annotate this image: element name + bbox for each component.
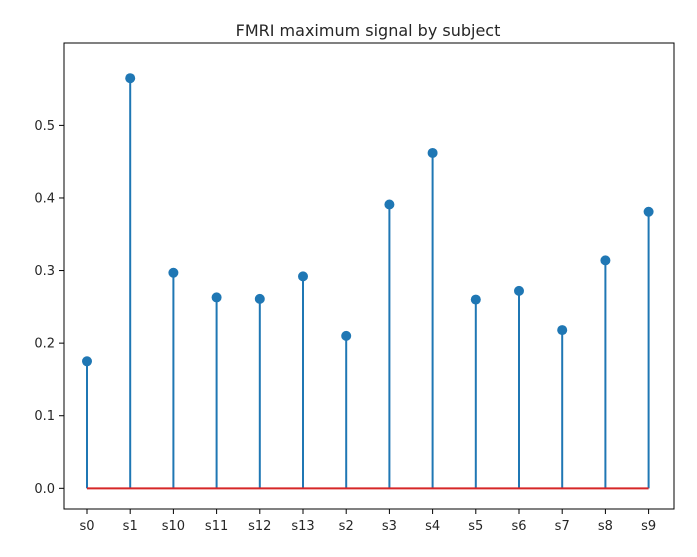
stem-marker — [600, 255, 611, 266]
x-tick-label: s13 — [291, 519, 314, 534]
stem-marker — [254, 293, 265, 304]
stem-marker — [168, 267, 179, 278]
x-axis: s0 s1 s10 s11 s12 s13 s2 s3 s4 s5 s6 s7 s8 s9 — [79, 509, 656, 534]
stem-marker — [298, 271, 308, 282]
stem-marker — [211, 292, 222, 303]
plot-area-frame — [63, 42, 675, 510]
y-tick-label: 0.2 — [34, 337, 55, 352]
stem-marker — [557, 325, 568, 336]
y-tick-label: 0.0 — [34, 482, 55, 497]
stem-marker — [427, 147, 438, 158]
x-tick-label: s11 — [205, 519, 228, 534]
x-tick-label: s3 — [382, 519, 397, 534]
x-tick-label: s1 — [123, 519, 138, 534]
x-tick-label: s0 — [79, 519, 94, 534]
x-tick-label: s8 — [598, 519, 613, 534]
x-tick-label: s4 — [425, 519, 440, 534]
y-tick-label: 0.5 — [34, 119, 55, 134]
x-tick-label: s7 — [555, 519, 570, 534]
stem-marker — [470, 294, 481, 305]
stem-marker — [125, 73, 136, 84]
x-tick-label: s9 — [641, 519, 656, 534]
y-tick-label: 0.4 — [34, 191, 55, 206]
stem-marker — [514, 285, 524, 296]
x-tick-label: s6 — [511, 519, 526, 534]
stem-series — [82, 73, 654, 489]
x-tick-label: s5 — [468, 519, 483, 534]
y-tick-label: 0.1 — [34, 409, 55, 424]
chart-title: FMRI maximum signal by subject — [236, 21, 501, 40]
stem-marker — [341, 330, 352, 341]
y-axis: 0.0 0.1 0.2 0.3 0.4 0.5 — [34, 119, 64, 497]
stem-marker — [82, 356, 92, 367]
x-tick-label: s12 — [248, 519, 271, 534]
x-tick-label: s2 — [339, 519, 354, 534]
y-tick-label: 0.3 — [34, 264, 55, 279]
x-tick-label: s10 — [162, 519, 185, 534]
stem-marker — [384, 199, 395, 210]
stem-marker — [643, 206, 654, 217]
